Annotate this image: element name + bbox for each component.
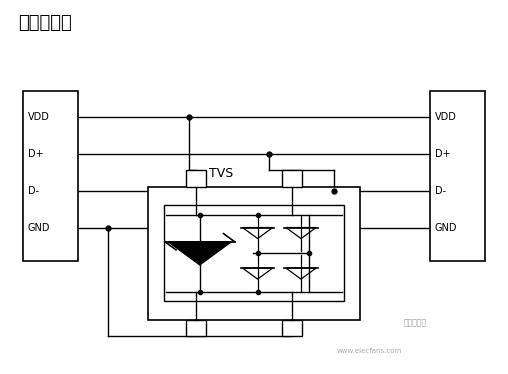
Text: D+: D+ [28, 149, 44, 159]
Text: GND: GND [435, 223, 457, 233]
Text: D-: D- [28, 186, 39, 196]
Polygon shape [168, 242, 231, 265]
Text: VDD: VDD [28, 112, 50, 122]
Bar [281, 320, 302, 336]
Text: D+: D+ [435, 149, 451, 159]
Text: 防护电路图: 防护电路图 [18, 14, 72, 32]
Bar [164, 205, 344, 301]
Text: D-: D- [435, 186, 446, 196]
Bar [23, 91, 78, 261]
Bar [430, 91, 485, 261]
Text: www.elecfans.com: www.elecfans.com [337, 348, 402, 354]
Text: 电子发烧友: 电子发烧友 [403, 319, 426, 328]
Bar [186, 320, 206, 336]
Text: TVS: TVS [209, 167, 234, 180]
Bar [186, 171, 206, 187]
Bar [148, 187, 360, 320]
Bar [281, 171, 302, 187]
Text: GND: GND [28, 223, 50, 233]
Text: VDD: VDD [435, 112, 457, 122]
